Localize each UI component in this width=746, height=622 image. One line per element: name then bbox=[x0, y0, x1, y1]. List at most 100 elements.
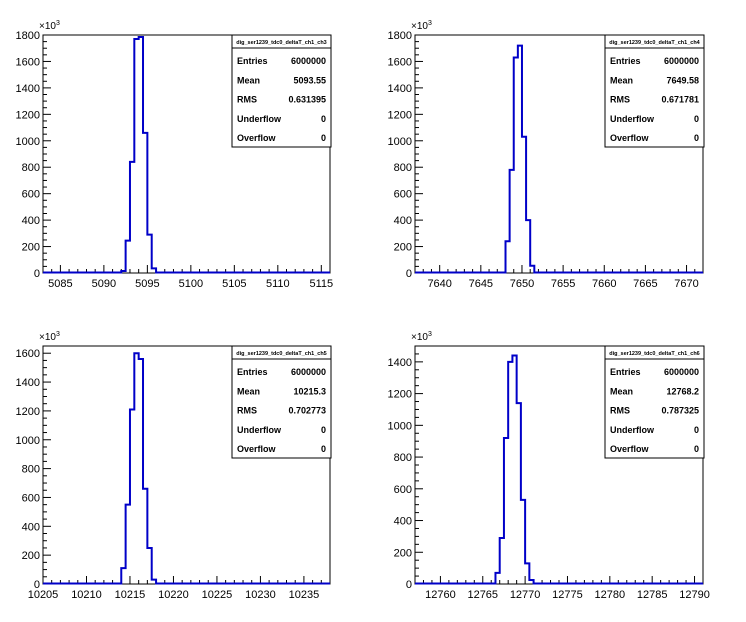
x-tick-label: 10220 bbox=[158, 589, 189, 601]
y-tick-label: 1000 bbox=[16, 136, 40, 148]
stat-label: Underflow bbox=[237, 425, 282, 435]
x-tick-label: 10235 bbox=[289, 589, 320, 601]
y-tick-label: 1400 bbox=[388, 83, 412, 95]
stats-box: dig_ser1239_tdc0_deltaT_ch1_ch3 Entries 60… bbox=[231, 34, 332, 148]
y-tick-label: 1200 bbox=[16, 406, 40, 418]
x-tick-label: 12780 bbox=[595, 589, 626, 601]
histogram-line bbox=[415, 44, 703, 274]
y-tick-label: 800 bbox=[22, 162, 40, 174]
y-tick-label: 800 bbox=[22, 464, 40, 476]
x-tick-label: 7650 bbox=[510, 278, 534, 290]
y-tick-label: 0 bbox=[406, 579, 412, 591]
x-tick-label: 12775 bbox=[552, 589, 583, 601]
histogram-panel-1: 5085 5090 5095 5100 5105 5110 5115 0 200 400 600 80… bbox=[16, 20, 334, 290]
x-tick-label: 10205 bbox=[28, 589, 59, 601]
y-tick-label: 200 bbox=[22, 242, 40, 254]
x-tick-label: 7660 bbox=[592, 278, 616, 290]
y-tick-label: 200 bbox=[394, 242, 412, 254]
stats-box-title: dig_ser1239_tdc0_deltaT_ch1_ch6 bbox=[609, 351, 700, 357]
stat-value: 6000000 bbox=[291, 367, 326, 377]
x-tick-label: 10210 bbox=[71, 589, 102, 601]
stats-box-frame bbox=[231, 345, 332, 459]
stat-value: 0.787325 bbox=[661, 406, 699, 416]
histogram-panel-3: 10205 10210 10215 10220 10225 10230 10235 0 200 4… bbox=[16, 331, 332, 601]
stat-label: Overflow bbox=[237, 133, 277, 143]
stat-label: Entries bbox=[610, 56, 641, 66]
y-tick-label: 1000 bbox=[388, 136, 412, 148]
y-exponent-label: ×103 bbox=[411, 331, 432, 343]
x-tick-label: 5100 bbox=[179, 278, 203, 290]
y-tick-label: 1600 bbox=[16, 56, 40, 68]
histogram-panel-4: 12760 12765 12770 12775 12780 12785 12790 0 200 4… bbox=[388, 331, 710, 601]
y-exponent-label: ×103 bbox=[39, 331, 60, 343]
y-tick-label: 1600 bbox=[388, 56, 412, 68]
y-tick-label: 0 bbox=[34, 579, 40, 591]
histogram-line bbox=[43, 35, 330, 274]
y-tick-label: 1000 bbox=[388, 420, 412, 432]
stat-label: Mean bbox=[237, 75, 260, 85]
x-tick-label: 7645 bbox=[469, 278, 493, 290]
y-tick-label: 800 bbox=[394, 162, 412, 174]
stat-label: Overflow bbox=[237, 444, 277, 454]
stat-value: 6000000 bbox=[664, 56, 699, 66]
y-tick-label: 1400 bbox=[388, 357, 412, 369]
histogram-panel-2: 7640 7645 7650 7655 7660 7665 7670 0 200 400 600 80… bbox=[388, 20, 705, 290]
stat-value: 6000000 bbox=[291, 56, 326, 66]
y-tick-label: 600 bbox=[22, 189, 40, 201]
y-exponent-label: ×103 bbox=[411, 20, 432, 32]
y-tick-label: 1600 bbox=[16, 348, 40, 360]
stat-label: Entries bbox=[237, 367, 268, 377]
stat-label: RMS bbox=[237, 406, 257, 416]
stat-value: 10215.3 bbox=[293, 386, 326, 396]
stat-value: 12768.2 bbox=[666, 386, 699, 396]
stat-value: 0 bbox=[321, 133, 326, 143]
y-tick-label: 800 bbox=[394, 452, 412, 464]
y-tick-label: 400 bbox=[22, 521, 40, 533]
x-tick-label: 7655 bbox=[551, 278, 575, 290]
x-tick-label: 5115 bbox=[309, 278, 333, 290]
stat-label: Overflow bbox=[610, 133, 650, 143]
stat-value: 0 bbox=[321, 114, 326, 124]
x-tick-label: 7665 bbox=[633, 278, 657, 290]
x-tick-label: 10230 bbox=[245, 589, 276, 601]
y-tick-label: 600 bbox=[22, 492, 40, 504]
x-tick-label: 10215 bbox=[115, 589, 146, 601]
stat-value: 0 bbox=[694, 444, 699, 454]
y-tick-label: 1400 bbox=[16, 377, 40, 389]
x-tick-label: 12760 bbox=[425, 589, 456, 601]
stat-label: Underflow bbox=[610, 114, 655, 124]
stat-label: Mean bbox=[610, 386, 633, 396]
stat-value: 7649.58 bbox=[666, 75, 699, 85]
stat-value: 5093.55 bbox=[293, 75, 326, 85]
y-tick-label: 200 bbox=[394, 547, 412, 559]
x-tick-label: 12765 bbox=[467, 589, 498, 601]
x-tick-label: 12770 bbox=[510, 589, 541, 601]
stat-value: 0 bbox=[321, 444, 326, 454]
stat-value: 0.702773 bbox=[288, 406, 326, 416]
y-tick-label: 1000 bbox=[16, 435, 40, 447]
x-tick-label: 5085 bbox=[48, 278, 72, 290]
stat-value: 0.671781 bbox=[661, 95, 699, 105]
stat-label: Entries bbox=[610, 367, 641, 377]
y-tick-label: 200 bbox=[22, 550, 40, 562]
y-tick-label: 400 bbox=[394, 215, 412, 227]
stats-box-frame bbox=[604, 34, 705, 148]
stat-label: Mean bbox=[237, 386, 260, 396]
stat-value: 0 bbox=[694, 114, 699, 124]
stat-label: RMS bbox=[237, 95, 257, 105]
x-tick-label: 12790 bbox=[679, 589, 710, 601]
stats-box: dig_ser1239_tdc0_deltaT_ch1_ch5 Entries 60… bbox=[231, 345, 332, 459]
histogram-line bbox=[415, 354, 703, 585]
x-tick-label: 5110 bbox=[266, 278, 290, 290]
stat-value: 6000000 bbox=[664, 367, 699, 377]
y-tick-label: 1200 bbox=[388, 109, 412, 121]
stat-value: 0 bbox=[321, 425, 326, 435]
stats-box-title: dig_ser1239_tdc0_deltaT_ch1_ch3 bbox=[236, 40, 327, 46]
x-tick-label: 7670 bbox=[674, 278, 698, 290]
y-tick-label: 400 bbox=[22, 215, 40, 227]
stats-box: dig_ser1239_tdc0_deltaT_ch1_ch6 Entries 60… bbox=[604, 345, 705, 459]
stat-label: RMS bbox=[610, 406, 630, 416]
stats-box-title: dig_ser1239_tdc0_deltaT_ch1_ch5 bbox=[236, 351, 327, 357]
